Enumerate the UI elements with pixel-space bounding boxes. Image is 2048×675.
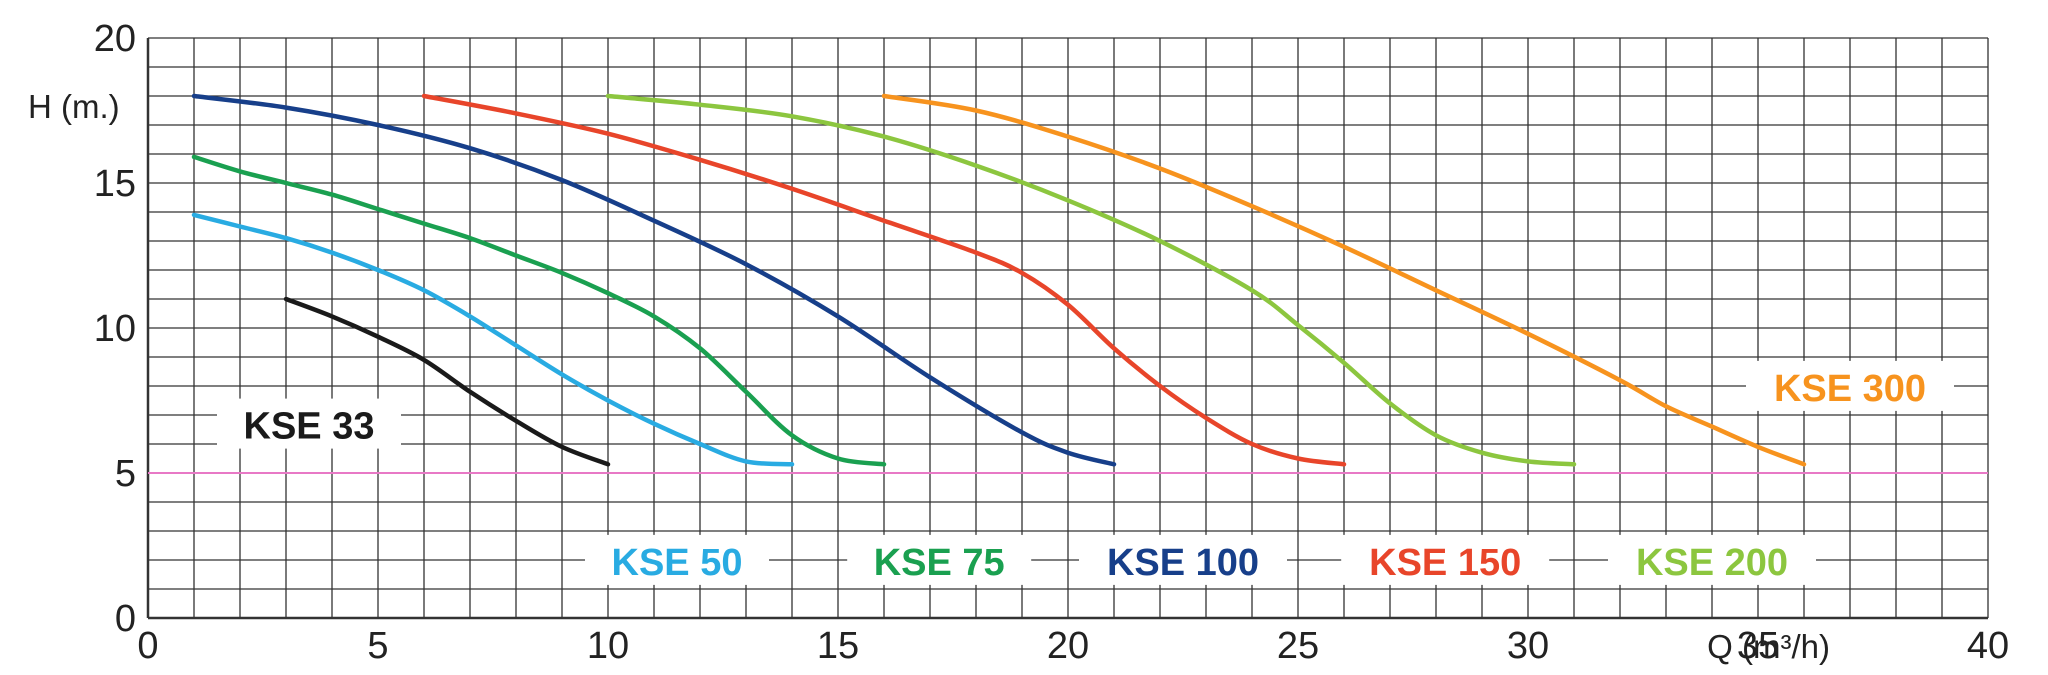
series-line-2 [191,154,887,467]
series-label-5: KSE 200 [1636,542,1788,584]
series-line-3 [191,93,1117,467]
x-tick-label: 15 [817,625,859,667]
series-label-bg [1079,534,1287,585]
x-tick-label: 20 [1047,625,1089,667]
series-label-bg [1608,534,1816,585]
y-tick-label: 5 [115,453,136,495]
x-tick-label: 0 [137,625,158,667]
series-labels: KSE 33 KSE 50 KSE 75 KSE 100 KSE 150 KSE 200 K… [217,360,1954,585]
x-tick-label: 40 [1967,625,2009,667]
x-tick-label: 30 [1507,625,1549,667]
series-line-4 [421,93,1347,467]
x-tick-label: 35 [1737,625,1779,667]
series-line-0 [283,296,611,467]
series-label-3: KSE 100 [1107,542,1259,584]
series-label-bg [585,534,769,585]
y-tick-label: 10 [94,308,136,350]
x-axis-title: Q (m³/h) [1707,628,1830,665]
x-tick-label: 5 [367,625,388,667]
series-label-bg [1746,360,1954,411]
series-label-bg [1341,534,1550,585]
x-tick-label: 25 [1277,625,1319,667]
series-label-bg [217,398,401,449]
series-line-6 [881,93,1807,467]
y-tick-label: 0 [115,598,136,640]
series-label-1: KSE 50 [612,542,743,584]
y-tick-label: 15 [94,163,136,205]
series-label-4: KSE 150 [1369,542,1521,584]
series-label-bg [847,534,1032,585]
y-tick-label: 20 [94,18,136,60]
series-label-6: KSE 300 [1774,368,1926,410]
chart-grid [146,37,1989,620]
series-line-1 [191,212,795,467]
series-label-2: KSE 75 [874,542,1005,584]
tick-labels: 0 5 10 15 20 25 30 35 40 0 5 10 15 20 [94,18,2009,667]
series-label-0: KSE 33 [244,406,375,448]
series-curves [191,93,1807,467]
x-tick-label: 10 [587,625,629,667]
y-axis-title: H (m.) [28,88,120,125]
series-line-5 [605,93,1577,467]
